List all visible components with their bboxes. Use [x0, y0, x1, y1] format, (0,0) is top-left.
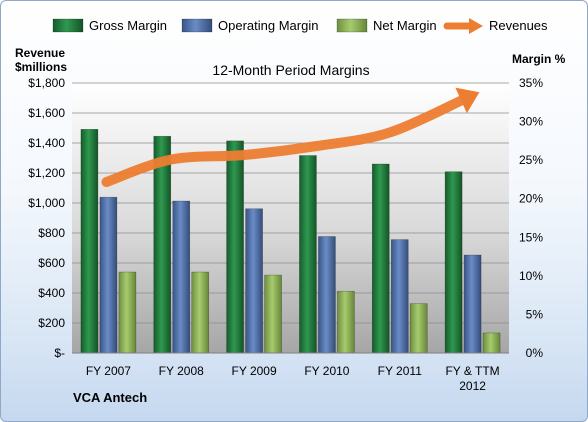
left-axis-label-line1: Revenue [15, 46, 65, 60]
chart-title: 12-Month Period Margins [212, 62, 369, 78]
right-axis-label: Margin % [512, 52, 566, 66]
x-axis-ticks: FY 2007 FY 2008 FY 2009 FY 2010 FY 2011 FY & … [86, 364, 500, 393]
legend-label: Gross Margin [89, 18, 167, 33]
net-margin-bar [409, 303, 428, 354]
gross-margin-bar [371, 163, 390, 354]
right-tick-label: 5% [526, 307, 544, 321]
left-axis-ticks: $- $200 $400 $600 $800 $1,000 $1,200 $1,400 $1,6… [28, 76, 65, 360]
operating-margin-bar [463, 254, 482, 354]
left-tick-label: $400 [38, 286, 65, 300]
legend-label: Net Margin [373, 18, 437, 33]
legend-swatch [181, 18, 213, 33]
plot-area [72, 83, 509, 353]
x-tick-label: FY 2011 [378, 364, 423, 378]
left-tick-label: $- [54, 346, 65, 360]
net-margin-bar [482, 332, 501, 354]
legend-swatch [336, 18, 368, 33]
gross-margin-bar [153, 135, 172, 354]
right-tick-label: 35% [519, 76, 543, 90]
left-tick-label: $1,000 [28, 196, 65, 210]
left-axis-label-line2: $millions [15, 60, 67, 74]
right-tick-label: 0% [526, 346, 544, 360]
operating-margin-bar [245, 208, 263, 354]
right-tick-label: 15% [519, 230, 543, 244]
x-tick-label: FY 2010 [304, 364, 349, 378]
gridlines [72, 82, 509, 324]
bar-group [80, 128, 501, 354]
right-tick-label: 10% [519, 269, 543, 283]
legend-arrow-head [469, 18, 483, 34]
right-axis-ticks: 0% 5% 10% 15% 20% 25% 30% 35% [519, 76, 543, 360]
net-margin-bar [191, 271, 210, 354]
right-tick-label: 30% [519, 115, 543, 129]
gross-margin-bar [444, 171, 463, 354]
right-tick-label: 20% [519, 192, 543, 206]
right-tick-label: 25% [519, 153, 543, 167]
gross-margin-bar [226, 140, 244, 354]
revenue-trend-line [101, 93, 472, 187]
left-tick-label: $800 [38, 226, 65, 240]
operating-margin-bar [390, 239, 409, 354]
x-tick-label: FY 2008 [159, 364, 204, 378]
x-tick-label: FY & TTM 2012 [445, 364, 499, 393]
legend-revenues: Revenues [443, 18, 548, 34]
legend-swatch [52, 18, 84, 33]
legend: Gross Margin Operating Margin Net Margin Re… [52, 18, 548, 34]
operating-margin-bar [172, 200, 191, 354]
revenue-trend [101, 87, 480, 187]
operating-margin-bar [318, 236, 336, 354]
operating-margin-bar [99, 196, 118, 354]
company-name: VCA Antech [73, 390, 147, 405]
net-margin-bar [118, 271, 137, 354]
left-tick-label: $1,800 [28, 76, 65, 90]
legend-net-margin: Net Margin [336, 18, 437, 33]
legend-label: Revenues [489, 18, 548, 33]
legend-label: Operating Margin [218, 18, 318, 33]
left-tick-label: $1,200 [28, 166, 65, 180]
gross-margin-bar [299, 155, 317, 354]
revenue-arrowhead [455, 87, 480, 114]
net-margin-bar [264, 274, 282, 354]
legend-gross-margin: Gross Margin [52, 18, 167, 33]
net-margin-bar [337, 290, 355, 354]
left-tick-label: $1,400 [28, 136, 65, 150]
legend-operating-margin: Operating Margin [181, 18, 318, 33]
gross-margin-bar [80, 128, 99, 354]
x-tick-label: FY 2007 [86, 364, 131, 378]
x-tick-label: FY 2009 [232, 364, 277, 378]
left-tick-label: $600 [38, 256, 65, 270]
left-tick-label: $200 [38, 316, 65, 330]
left-tick-label: $1,600 [28, 106, 65, 120]
